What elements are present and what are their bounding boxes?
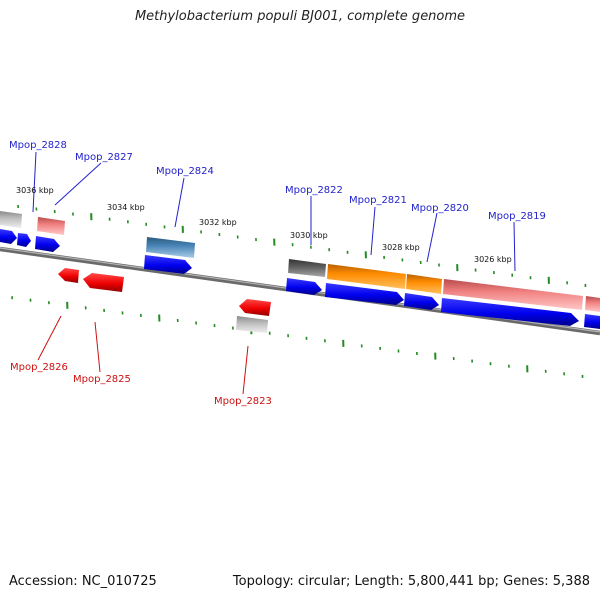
scale-label: 3036 kbp [16, 186, 54, 195]
scale-labels: 3036 kbp 3034 kbp 3032 kbp 3030 kbp 3028… [16, 186, 512, 264]
gene-mpop-2820[interactable] [406, 274, 442, 294]
leader-mpop-2828 [32, 151, 37, 213]
leader-mpop-2823 [242, 345, 249, 395]
gene-label-mpop-2820[interactable]: Mpop_2820 [411, 203, 469, 214]
scale-label: 3026 kbp [474, 255, 512, 264]
gene-labels-top: Mpop_2828 Mpop_2827 Mpop_2824 Mpop_2822 … [9, 140, 546, 222]
label-leader-lines [32, 151, 516, 395]
gene-mpop-2827[interactable] [37, 217, 65, 235]
cds-arrow-fwd-6[interactable] [325, 283, 404, 305]
gene-mpop-2822[interactable] [288, 259, 326, 277]
gene-labels-bottom: Mpop_2826 Mpop_2825 Mpop_2823 [10, 362, 272, 407]
cds-arrow-fwd-3[interactable] [35, 236, 60, 252]
leader-mpop-2820 [426, 212, 438, 263]
leader-mpop-2825 [94, 321, 101, 373]
scale-label: 3030 kbp [290, 231, 328, 240]
leader-mpop-2826 [37, 315, 62, 361]
leader-mpop-2824 [174, 177, 185, 228]
cds-arrow-rev-3[interactable] [239, 299, 271, 316]
genome-stats-text: Topology: circular; Length: 5,800,441 bp… [232, 574, 590, 589]
gene-next-outer[interactable] [585, 296, 600, 312]
map-title: Methylobacterium populi BJ001, complete … [134, 9, 466, 24]
leader-mpop-2821 [370, 206, 376, 256]
cds-arrow-fwd-2[interactable] [17, 233, 31, 247]
cds-track-reverse [58, 268, 271, 316]
gene-label-mpop-2824[interactable]: Mpop_2824 [156, 166, 214, 177]
gene-label-mpop-2822[interactable]: Mpop_2822 [285, 185, 343, 196]
gene-mpop-2823[interactable] [236, 316, 268, 333]
cds-arrow-rev-2[interactable] [83, 273, 124, 292]
cds-arrow-fwd-5[interactable] [286, 278, 322, 295]
cds-track-forward [0, 229, 600, 329]
gene-label-mpop-2825[interactable]: Mpop_2825 [73, 374, 131, 385]
gene-label-mpop-2821[interactable]: Mpop_2821 [349, 195, 407, 206]
gene-mpop-2824[interactable] [146, 237, 195, 258]
gene-label-mpop-2827[interactable]: Mpop_2827 [75, 152, 133, 163]
leader-mpop-2827 [54, 162, 102, 206]
cds-arrow-fwd-1[interactable] [0, 229, 17, 244]
leader-mpop-2819 [513, 221, 516, 272]
cds-arrow-rev-1[interactable] [58, 268, 79, 283]
gene-label-mpop-2823[interactable]: Mpop_2823 [214, 396, 272, 407]
gene-track-outer [0, 211, 600, 312]
cds-arrow-fwd-4[interactable] [144, 255, 192, 274]
accession-text: Accession: NC_010725 [9, 574, 157, 589]
gene-label-mpop-2828[interactable]: Mpop_2828 [9, 140, 67, 151]
gene-mpop-2828[interactable] [0, 211, 22, 228]
cds-arrow-fwd-7[interactable] [404, 293, 439, 310]
gene-label-mpop-2819[interactable]: Mpop_2819 [488, 211, 546, 222]
scale-label: 3034 kbp [107, 203, 145, 212]
cds-arrow-fwd-9[interactable] [584, 314, 600, 329]
gene-mpop-2819[interactable] [443, 279, 583, 310]
gene-mpop-2821[interactable] [327, 264, 406, 289]
scale-label: 3028 kbp [382, 243, 420, 252]
gene-label-mpop-2826[interactable]: Mpop_2826 [10, 362, 68, 373]
cds-arrow-fwd-8[interactable] [441, 298, 579, 326]
scale-label: 3032 kbp [199, 218, 237, 227]
